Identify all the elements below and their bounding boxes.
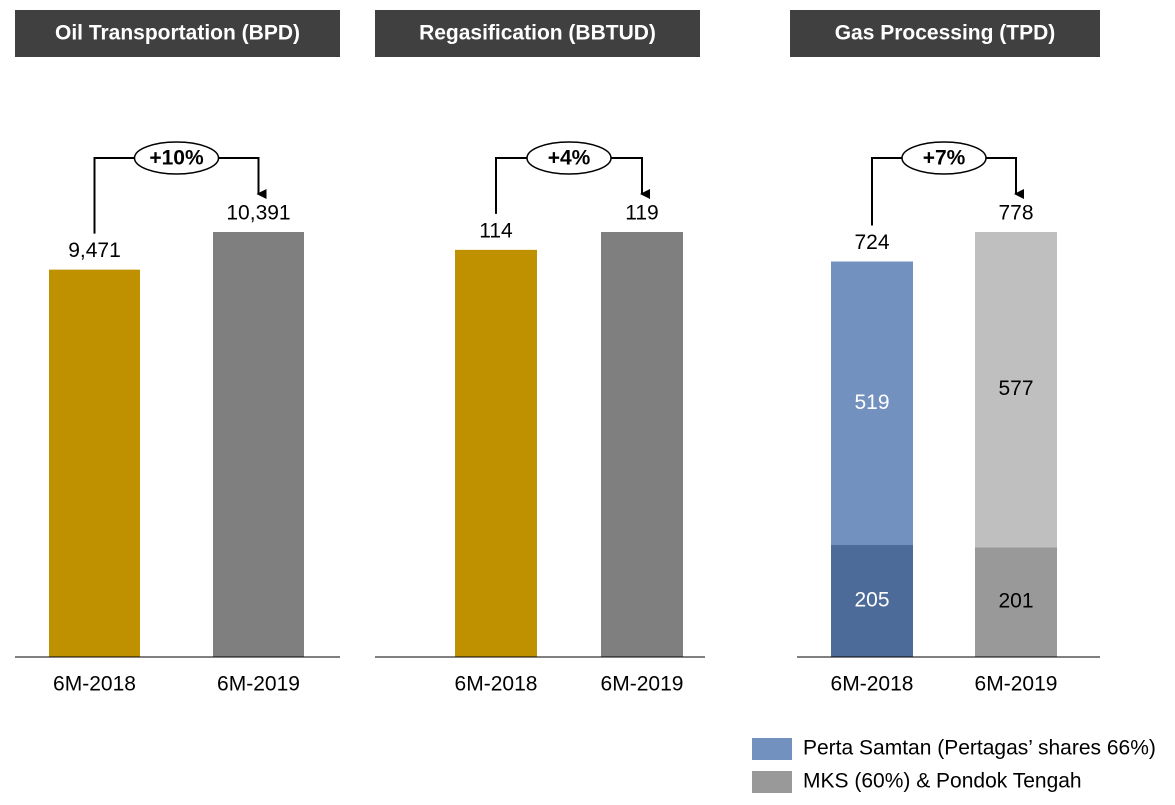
change-bubble <box>901 141 987 175</box>
change-label: +4% <box>548 147 591 170</box>
header-box <box>375 10 700 57</box>
bar-segment <box>975 232 1057 548</box>
total-label: 724 <box>854 231 889 254</box>
change-label: +10% <box>149 147 204 170</box>
chart-title: Oil Transportation (BPD) <box>55 22 300 45</box>
x-tick-label: 6M-2018 <box>831 673 914 696</box>
legend-swatch <box>752 738 792 760</box>
bar <box>455 249 537 657</box>
value-label: 114 <box>479 219 513 242</box>
bar <box>213 232 304 657</box>
x-tick-label: 6M-2019 <box>601 673 684 696</box>
x-tick-label: 6M-2018 <box>455 673 538 696</box>
segment-label: 201 <box>998 590 1033 613</box>
change-label: +7% <box>923 147 966 170</box>
bar-segment <box>831 545 913 657</box>
segment-label: 205 <box>854 589 889 612</box>
change-bubble <box>526 141 612 175</box>
legend-swatch <box>752 771 792 793</box>
bar <box>601 232 683 657</box>
value-label: 119 <box>625 202 658 225</box>
header-box <box>790 10 1100 57</box>
segment-label: 577 <box>998 377 1033 400</box>
bar-segment <box>831 261 913 546</box>
bar-segment <box>975 547 1057 657</box>
bar <box>49 269 140 657</box>
total-label: 778 <box>998 202 1033 225</box>
header-box <box>15 10 340 57</box>
x-tick-label: 6M-2019 <box>217 673 300 696</box>
chart-title: Gas Processing (TPD) <box>835 22 1056 45</box>
value-label: 10,391 <box>226 202 290 225</box>
segment-label: 519 <box>854 391 889 414</box>
legend-label: MKS (60%) & Pondok Tengah <box>803 770 1082 793</box>
value-label: 9,471 <box>68 239 121 262</box>
x-tick-label: 6M-2019 <box>975 673 1058 696</box>
x-tick-label: 6M-2018 <box>53 673 136 696</box>
legend-label: Perta Samtan (Pertagas’ shares 66%) <box>803 737 1156 760</box>
change-bubble <box>133 141 220 175</box>
chart-title: Regasification (BBTUD) <box>419 22 656 45</box>
